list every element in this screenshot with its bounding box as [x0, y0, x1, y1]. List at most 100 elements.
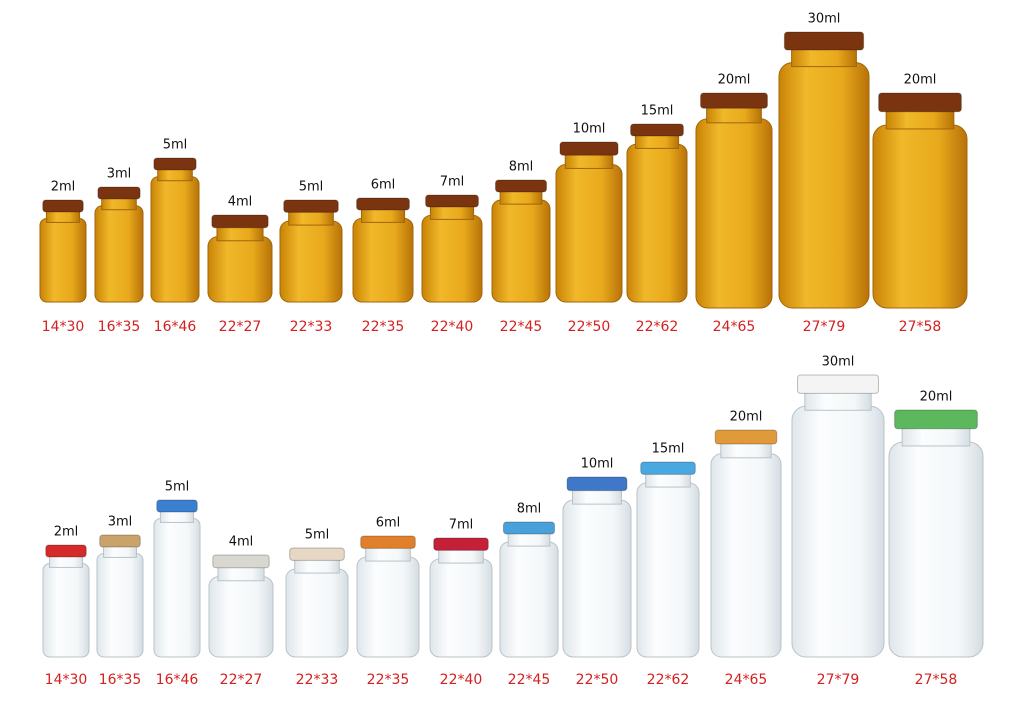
- vial-cap: [211, 214, 269, 229]
- capacity-label: 30ml: [822, 355, 855, 370]
- vial-body: [555, 163, 623, 303]
- size-label: 16*35: [99, 672, 142, 688]
- capacity-label: 10ml: [581, 457, 614, 472]
- size-label: 16*46: [154, 319, 197, 335]
- size-label: 22*62: [647, 672, 690, 688]
- size-label: 22*27: [220, 672, 263, 688]
- size-label: 22*35: [367, 672, 410, 688]
- vial-cap: [494, 179, 548, 193]
- capacity-label: 4ml: [228, 195, 253, 210]
- capacity-label: 5ml: [305, 528, 330, 543]
- vial-body: [626, 143, 688, 303]
- size-label: 14*30: [42, 319, 85, 335]
- capacity-label: 3ml: [107, 167, 132, 182]
- size-label: 24*65: [713, 319, 756, 335]
- capacity-label: 7ml: [449, 518, 474, 533]
- capacity-label: 2ml: [51, 180, 76, 195]
- vial-cap: [153, 157, 197, 171]
- vial-body: [356, 556, 420, 658]
- vial-body: [208, 576, 274, 658]
- size-label: 16*35: [98, 319, 141, 335]
- vial-cap: [212, 554, 270, 569]
- vial-cap: [45, 544, 87, 558]
- vial-neck: [791, 47, 857, 68]
- vial-cap: [700, 92, 768, 109]
- vial-cap: [894, 409, 978, 430]
- vial-body: [695, 118, 773, 309]
- size-label: 14*30: [45, 672, 88, 688]
- capacity-label: 30ml: [808, 12, 841, 27]
- size-label: 22*50: [576, 672, 619, 688]
- size-label: 22*35: [362, 319, 405, 335]
- size-label: 27*79: [803, 319, 846, 335]
- capacity-label: 20ml: [718, 73, 751, 88]
- capacity-label: 2ml: [54, 525, 79, 540]
- vial-body: [491, 199, 551, 303]
- vial-body: [499, 541, 559, 658]
- vial-body: [562, 499, 632, 658]
- vial-cap: [630, 123, 684, 137]
- vial-body: [791, 405, 885, 658]
- capacity-label: 7ml: [440, 175, 465, 190]
- vial-body: [778, 62, 870, 309]
- vial-body: [39, 217, 87, 303]
- size-label: 22*33: [290, 319, 333, 335]
- vial-cap: [559, 141, 619, 156]
- vial-cap: [97, 186, 141, 200]
- vial-cap: [714, 429, 778, 445]
- capacity-label: 15ml: [641, 104, 674, 119]
- vial-body: [96, 552, 144, 658]
- vial-body: [710, 453, 782, 658]
- capacity-label: 5ml: [165, 480, 190, 495]
- size-label: 27*58: [915, 672, 958, 688]
- vial-body: [150, 176, 200, 303]
- size-label: 22*40: [431, 319, 474, 335]
- capacity-label: 8ml: [509, 160, 534, 175]
- capacity-label: 10ml: [573, 122, 606, 137]
- vial-body: [429, 558, 493, 658]
- size-label: 22*45: [508, 672, 551, 688]
- capacity-label: 3ml: [108, 515, 133, 530]
- vial-body: [872, 124, 968, 309]
- vial-cap: [783, 31, 865, 51]
- size-label: 22*50: [568, 319, 611, 335]
- vial-body: [207, 236, 273, 303]
- vial-neck: [901, 426, 971, 447]
- vial-cap: [878, 92, 962, 113]
- capacity-label: 8ml: [517, 502, 542, 517]
- vial-cap: [289, 547, 345, 561]
- vial-cap: [360, 535, 416, 549]
- size-label: 22*27: [219, 319, 262, 335]
- vial-neck: [885, 109, 955, 130]
- vial-body: [279, 220, 343, 303]
- capacity-label: 20ml: [730, 410, 763, 425]
- vial-cap: [502, 521, 556, 535]
- vial-body: [352, 217, 414, 303]
- vial-body: [153, 517, 201, 658]
- vial-cap: [425, 194, 479, 208]
- vial-cap: [42, 199, 84, 213]
- vial-body: [285, 568, 349, 658]
- capacity-label: 5ml: [163, 138, 188, 153]
- vial-cap: [99, 534, 141, 548]
- size-label: 22*40: [440, 672, 483, 688]
- size-label: 22*62: [636, 319, 679, 335]
- capacity-label: 4ml: [229, 535, 254, 550]
- vial-cap: [640, 461, 696, 475]
- vial-body: [888, 441, 984, 658]
- vial-cap: [356, 197, 410, 211]
- size-label: 16*46: [156, 672, 199, 688]
- capacity-label: 15ml: [652, 442, 685, 457]
- vial-cap: [433, 537, 489, 551]
- vial-body: [42, 562, 90, 658]
- capacity-label: 20ml: [920, 390, 953, 405]
- vial-body: [636, 482, 700, 658]
- vial-body: [94, 205, 144, 303]
- vial-cap: [283, 199, 339, 213]
- size-label: 27*79: [817, 672, 860, 688]
- size-label: 22*33: [296, 672, 339, 688]
- vial-body: [421, 214, 483, 303]
- vial-neck: [804, 390, 872, 411]
- vial-cap: [797, 374, 879, 394]
